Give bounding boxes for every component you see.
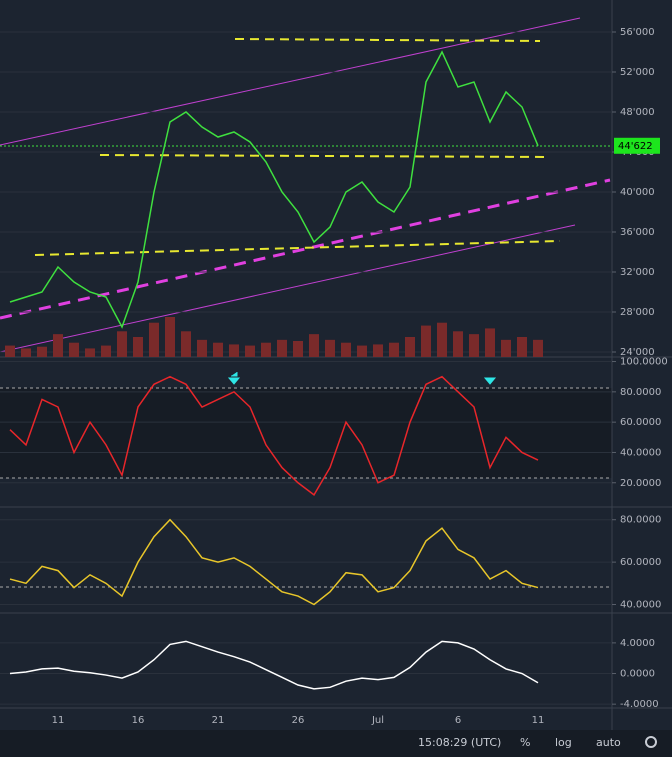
- volume-bar: [389, 342, 399, 357]
- y-tick-label: 48'000: [620, 107, 655, 118]
- support-low: [34, 240, 561, 256]
- x-tick-label: 21: [212, 715, 225, 726]
- volume-bar: [293, 341, 303, 357]
- volume-bar: [101, 345, 111, 357]
- price-line: [9, 375, 539, 496]
- y-tick-label: 20.0000: [620, 478, 661, 489]
- y-tick-label: 56'000: [620, 27, 655, 38]
- oscillator-band: [0, 388, 612, 478]
- resistance-mid: [99, 154, 551, 158]
- volume-bar: [229, 344, 239, 357]
- price-line: [9, 518, 539, 606]
- price-marker-label: 44'622: [618, 141, 653, 152]
- volume-bar: [517, 337, 527, 357]
- volume-bar: [325, 339, 335, 357]
- volume-bar: [437, 322, 447, 357]
- toolbar: [0, 730, 672, 757]
- volume-bar: [357, 345, 367, 357]
- y-tick-label: 28'000: [620, 307, 655, 318]
- volume-bar: [5, 345, 15, 357]
- x-tick-label: 16: [132, 715, 145, 726]
- volume-bar: [53, 334, 63, 357]
- volume-bar: [533, 339, 543, 357]
- volume-bar: [21, 348, 31, 357]
- volume-bar: [117, 331, 127, 357]
- volume-bar: [277, 339, 287, 357]
- volume-bar: [149, 322, 159, 357]
- x-tick-label: 26: [292, 715, 305, 726]
- volume-bar: [261, 342, 271, 357]
- channel-top: [0, 17, 581, 146]
- volume-bar: [69, 342, 79, 357]
- price-line: [9, 640, 539, 690]
- x-tick-label: Jul: [371, 715, 384, 726]
- volume-bar: [309, 334, 319, 357]
- y-tick-label: 60.0000: [620, 557, 661, 568]
- y-tick-label: 100.0000: [620, 357, 668, 368]
- y-tick-label: 40.0000: [620, 600, 661, 611]
- y-tick-label: 24'000: [620, 347, 655, 358]
- x-tick-label: 11: [52, 715, 65, 726]
- y-tick-label: 52'000: [620, 67, 655, 78]
- log-button[interactable]: log: [555, 736, 572, 749]
- y-tick-label: 40'000: [620, 187, 655, 198]
- volume-bar: [373, 344, 383, 357]
- settings-button[interactable]: [645, 736, 657, 748]
- channel-bottom: [0, 224, 576, 353]
- volume-bar: [453, 331, 463, 357]
- volume-bar: [213, 342, 223, 357]
- auto-button[interactable]: auto: [596, 736, 621, 749]
- volume-bar: [165, 317, 175, 357]
- clock: 15:08:29 (UTC): [418, 736, 501, 749]
- resistance-top: [234, 38, 541, 42]
- y-tick-label: 80.0000: [620, 515, 661, 526]
- signal-arrow: [227, 372, 241, 385]
- x-tick-label: 11: [532, 715, 545, 726]
- y-tick-label: 40.0000: [620, 447, 661, 458]
- y-tick-label: 4.0000: [620, 638, 655, 649]
- y-tick-label: 36'000: [620, 227, 655, 238]
- volume-bar: [341, 342, 351, 357]
- x-tick-label: 6: [455, 715, 461, 726]
- volume-bar: [501, 339, 511, 357]
- volume-bar: [469, 334, 479, 357]
- y-tick-label: 60.0000: [620, 417, 661, 428]
- volume-bar: [85, 348, 95, 357]
- volume-bar: [421, 325, 431, 357]
- volume-bar: [405, 337, 415, 357]
- percent-button[interactable]: %: [520, 736, 530, 749]
- volume-bar: [197, 339, 207, 357]
- signal-arrow: [483, 377, 497, 385]
- y-tick-label: 80.0000: [620, 387, 661, 398]
- volume-bar: [245, 345, 255, 357]
- volume-bar: [133, 337, 143, 357]
- volume-bar: [485, 328, 495, 357]
- y-tick-label: 0.0000: [620, 669, 655, 680]
- y-tick-label: 32'000: [620, 267, 655, 278]
- volume-bar: [37, 346, 47, 357]
- y-tick-label: -4.0000: [620, 699, 659, 710]
- price-line: [9, 50, 539, 329]
- volume-bar: [181, 331, 191, 357]
- price-marker: [614, 137, 660, 154]
